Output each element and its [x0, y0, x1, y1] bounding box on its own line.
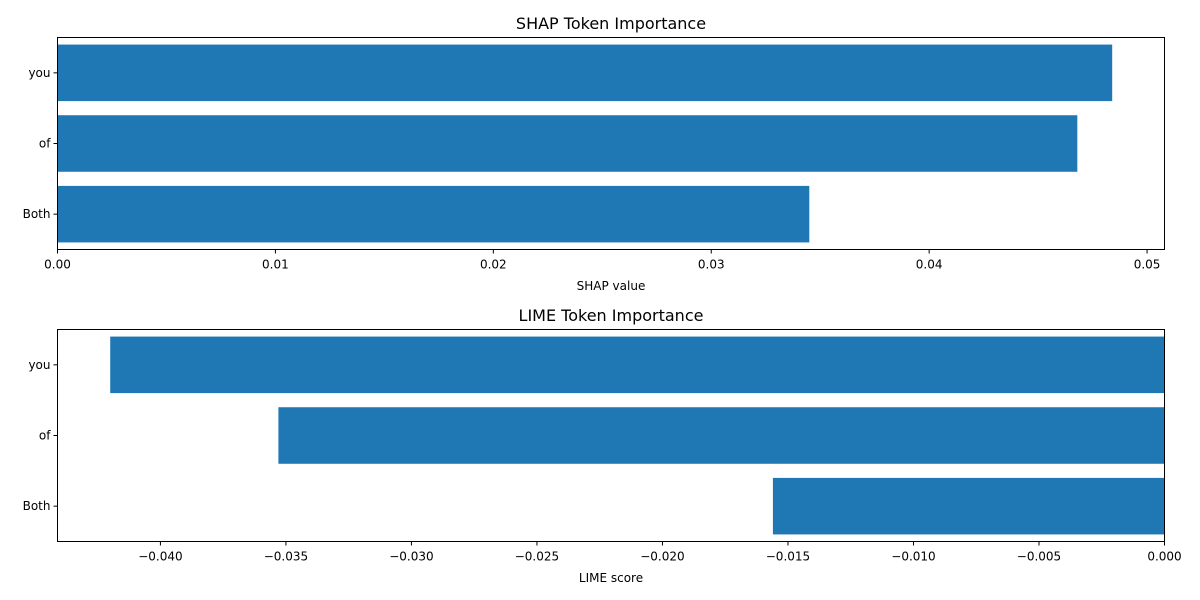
bars	[110, 336, 1165, 535]
x-tick-label: 0.000	[1147, 550, 1181, 564]
bar-both	[57, 185, 810, 243]
chart-title: SHAP Token Importance	[516, 14, 706, 33]
x-tick-label: 0.00	[44, 258, 71, 272]
y-axis: Both of you	[23, 66, 58, 221]
y-axis: Both of you	[23, 358, 58, 513]
x-tick-label: −0.010	[891, 550, 935, 564]
y-tick-label: Both	[23, 499, 51, 513]
x-tick-label: −0.025	[515, 550, 559, 564]
bars	[57, 44, 1113, 243]
plot-frame	[57, 329, 1165, 542]
plot-frame	[57, 37, 1165, 250]
x-axis-label: SHAP value	[577, 279, 646, 293]
bar-you	[57, 44, 1113, 102]
y-tick-label: you	[28, 358, 50, 372]
x-tick-label: −0.030	[389, 550, 433, 564]
x-tick-label: 0.03	[698, 258, 725, 272]
bar-of	[57, 115, 1078, 172]
x-tick-label: −0.015	[766, 550, 810, 564]
x-tick-label: −0.040	[138, 550, 182, 564]
y-tick-label: of	[39, 429, 51, 443]
x-tick-label: −0.020	[640, 550, 684, 564]
shap-chart: SHAP Token Importance Both of you 0.00 0.01…	[23, 14, 1165, 293]
chart-title: LIME Token Importance	[519, 306, 704, 325]
x-tick-label: 0.05	[1134, 258, 1161, 272]
x-tick-label: −0.035	[264, 550, 308, 564]
x-tick-label: 0.01	[262, 258, 289, 272]
x-tick-label: 0.02	[480, 258, 507, 272]
bar-of	[278, 407, 1165, 464]
y-tick-label: of	[39, 137, 51, 151]
x-axis: 0.00 0.01 0.02 0.03 0.04 0.05	[44, 249, 1161, 272]
y-tick-label: Both	[23, 207, 51, 221]
bar-you	[110, 336, 1165, 394]
x-axis-label: LIME score	[579, 571, 643, 585]
x-tick-label: −0.005	[1017, 550, 1061, 564]
x-axis: −0.040 −0.035 −0.030 −0.025 −0.020 −0.015 −0.0…	[138, 541, 1182, 564]
y-tick-label: you	[28, 66, 50, 80]
bar-both	[772, 477, 1165, 535]
x-tick-label: 0.04	[916, 258, 943, 272]
